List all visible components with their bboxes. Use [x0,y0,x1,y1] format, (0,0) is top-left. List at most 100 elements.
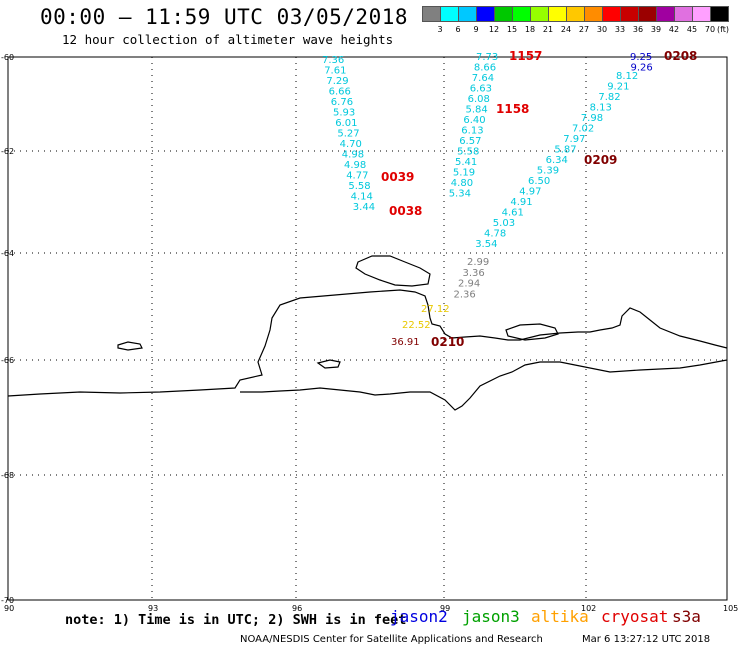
lon-label: 105 [723,604,738,613]
wave-height-value: 7.98 [581,113,603,124]
wave-height-value: 4.98 [342,150,364,161]
lat-label: -60 [1,53,14,62]
wave-height-value: 5.27 [337,129,359,140]
wave-height-value: 6.40 [463,115,485,126]
time-label: 0039 [381,170,414,184]
wave-height-value: 9.26 [631,63,653,74]
wave-height-value: 4.91 [510,197,532,208]
wave-height-value: 3.54 [475,239,497,250]
wave-height-value: 2.36 [454,289,476,300]
wave-height-value: 6.01 [335,118,357,129]
wave-height-value: 6.63 [470,84,492,95]
map-title: 00:00 – 11:59 UTC 03/05/2018 [40,5,409,29]
color-tick-label: 30 [596,25,608,34]
wave-height-value: 6.76 [331,97,353,108]
color-tick-label: 27 [578,25,590,34]
satellite-label-altika: altika [531,607,589,626]
color-tick-label: 45 [686,25,698,34]
wave-height-observations: 7.367.617.296.666.765.936.015.274.704.98… [322,52,653,348]
lon-label: 93 [148,604,158,613]
wave-height-value: 8.66 [474,63,496,74]
wave-height-value: 22.52 [402,320,431,331]
wave-height-value: 9.25 [630,52,652,63]
wave-height-value: 4.98 [344,160,366,171]
wave-height-value: 3.36 [463,268,485,279]
island-3 [117,341,143,351]
color-tick-label: 42 [668,25,680,34]
wave-height-value: 7.73 [476,52,498,63]
lon-label: 96 [292,604,302,613]
island-4 [316,359,341,369]
wave-height-value: 4.78 [484,229,506,240]
color-tick-label: 70 [704,25,716,34]
wave-height-value: 7.36 [322,55,344,66]
lat-label: -70 [1,596,14,605]
wave-height-value: 5.84 [466,105,488,116]
wave-height-value: 6.13 [461,126,483,137]
lon-label: 90 [4,604,14,613]
color-tick-label: 15 [506,25,518,34]
wave-height-value: 7.64 [472,73,494,84]
satellite-label-cryosat: cryosat [601,607,669,626]
color-unit-label: (ft) [716,25,730,34]
wave-height-value: 7.82 [598,92,620,103]
time-labels: 1157 1158 0039 0038 0208 0209 0210 [381,49,697,349]
coastline [7,255,728,411]
time-label: 0209 [584,153,617,167]
wave-height-value: 7.61 [324,66,346,77]
wave-height-value: 3.44 [353,202,375,213]
coast-lower [240,359,728,411]
credit-text: NOAA/NESDIS Center for Satellite Applica… [240,634,543,645]
wave-height-value: 5.41 [455,157,477,168]
wave-height-value: 7.02 [572,124,594,135]
lon-label: 102 [581,604,596,613]
color-tick-label: 18 [524,25,536,34]
wave-height-value: 4.80 [451,178,473,189]
color-tick-label: 6 [455,25,461,34]
wave-height-value: 9.21 [607,82,629,93]
lon-label: 99 [440,604,450,613]
note-text: note: 1) Time is in UTC; 2) SWH is in fe… [65,612,407,628]
wave-height-value: 5.58 [348,181,370,192]
wave-height-value: 5.58 [457,147,479,158]
plot-frame [7,56,728,601]
wave-height-value: 8.13 [590,103,612,114]
antarctic-coast [7,289,728,397]
wave-height-value: 4.14 [351,192,373,203]
color-tick-label: 33 [614,25,626,34]
wave-height-value: 4.97 [519,187,541,198]
island-2 [505,323,559,341]
wave-height-value: 2.99 [467,257,489,268]
lat-labels: -60 -62 -64 -66 -68 -70 [1,53,14,605]
wave-height-value: 2.94 [458,279,480,290]
satellite-label-jason3: jason3 [462,607,520,626]
color-tick-label: 21 [542,25,554,34]
timestamp-text: Mar 6 13:27:12 UTC 2018 [582,634,711,645]
wave-height-value: 5.34 [449,189,471,200]
color-tick-label: 39 [650,25,662,34]
color-tick-label: 24 [560,25,572,34]
island-1 [355,255,431,287]
wave-height-value: 5.03 [493,218,515,229]
wave-height-value: 27.12 [421,304,450,315]
wave-height-value: 6.57 [459,136,481,147]
wave-height-value: 6.08 [468,94,490,105]
color-tick-label: 36 [632,25,644,34]
color-tick-label: 9 [473,25,479,34]
wave-height-value: 5.19 [453,168,475,179]
grid [8,57,727,600]
time-label: 0038 [389,204,422,218]
wave-height-value: 8.12 [616,71,638,82]
time-label: 0210 [431,335,464,349]
lon-labels: 90 93 96 99 102 105 [4,604,738,613]
map-subtitle: 12 hour collection of altimeter wave hei… [62,32,394,47]
time-label: 0208 [664,49,697,63]
wave-height-value: 6.66 [329,87,351,98]
wave-height-value: 5.93 [333,108,355,119]
lat-label: -64 [1,249,14,258]
wave-height-value: 4.70 [340,139,362,150]
wave-height-value: 7.97 [563,134,585,145]
satellite-label-s3a: s3a [672,607,701,626]
lat-label: -66 [1,356,14,365]
